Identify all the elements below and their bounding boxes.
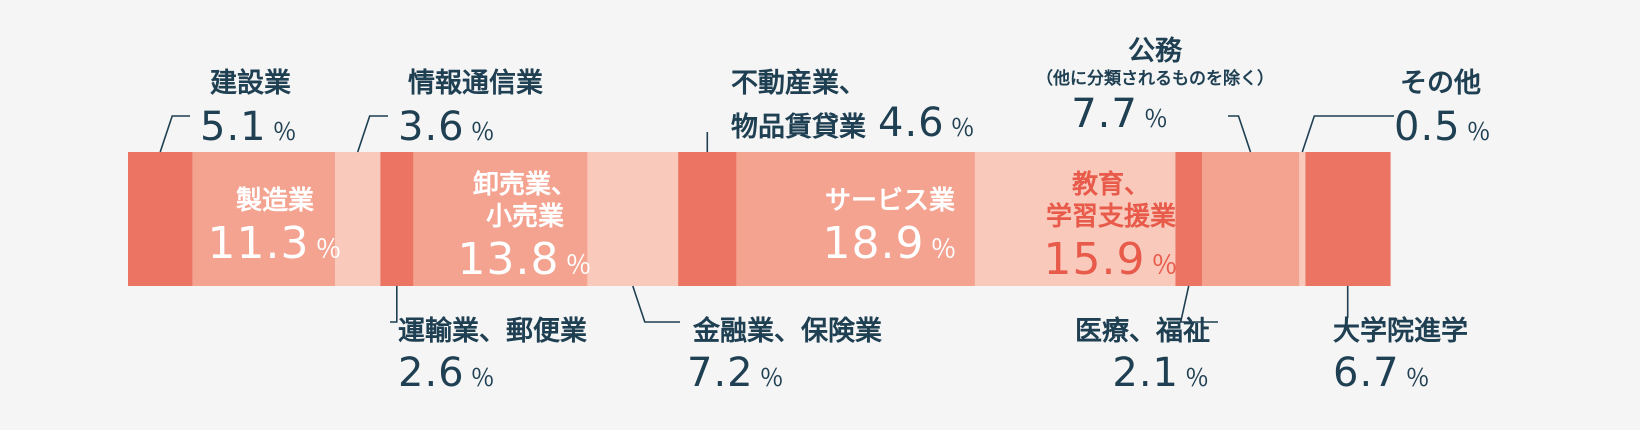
label-sonota-value: 0.5 ％	[1394, 107, 1492, 147]
bar-segment-7	[736, 152, 976, 286]
bar-segment-0	[128, 152, 193, 286]
value-text: 2.1	[1112, 350, 1179, 396]
label-service: サービス業 18.9 ％	[800, 188, 980, 266]
label-seizou: 製造業 11.3 ％	[200, 188, 350, 266]
label-seizou-value: 11.3 ％	[200, 222, 350, 266]
unit: ％	[1151, 251, 1179, 281]
label-kensetsu-name: 建設業	[210, 68, 291, 99]
unit: ％	[759, 364, 785, 392]
value-text: 6.7	[1333, 350, 1400, 396]
value-text: 11.3	[207, 218, 310, 269]
label-daigakuin-name: 大学院進学	[1333, 316, 1468, 347]
value-text: 13.8	[457, 234, 560, 285]
unit: ％	[1466, 118, 1492, 146]
label-unyu-name: 運輸業、郵便業	[398, 316, 587, 347]
leader-line-2	[356, 115, 388, 153]
bar-segment-4	[413, 152, 588, 286]
bar-segment-11	[1299, 152, 1307, 286]
label-iryou-name: 医療、福祉	[1075, 316, 1210, 347]
leader-line-9	[1179, 285, 1218, 323]
value-text: 3.6	[398, 104, 465, 150]
unit: ％	[565, 251, 593, 281]
label-koumu-name: 公務	[1128, 36, 1182, 67]
unit: ％	[470, 364, 496, 392]
unit: ％	[930, 235, 958, 265]
value-text: 7.2	[687, 350, 754, 396]
label-oroshi-value: 13.8 ％	[440, 238, 610, 282]
leader-line-3	[390, 286, 398, 323]
label-daigakuin: 大学院進学 6.7 ％	[1333, 318, 1468, 393]
label-kyouiku: 教育、 学習支援業 15.9 ％	[1016, 172, 1206, 282]
label-oroshi: 卸売業、 小売業 13.8 ％	[440, 172, 610, 282]
leader-line-0	[159, 115, 190, 153]
bar-segment-5	[587, 152, 679, 286]
label-oroshi-name-1: 卸売業、	[472, 170, 577, 200]
unit: ％	[1185, 364, 1210, 392]
bar-segment-1	[192, 152, 336, 286]
label-unyu-value: 2.6 ％	[398, 353, 587, 393]
unit: ％	[1405, 364, 1431, 392]
label-service-value: 18.9 ％	[800, 222, 980, 266]
label-kensetsu-value: 5.1 ％	[200, 107, 298, 147]
label-kinyu-name: 金融業、保険業	[693, 316, 882, 347]
unit: ％	[950, 114, 976, 142]
label-sonota: その他 0.5 ％	[1394, 68, 1492, 147]
unit: ％	[315, 235, 343, 265]
value-text: 4.6	[878, 100, 945, 146]
label-kyouiku-name-1: 教育、	[1071, 170, 1150, 200]
label-kensetsu: 建設業 5.1 ％	[200, 68, 298, 147]
label-fudousan-name-1: 不動産業、	[731, 68, 866, 99]
label-kyouiku-value: 15.9 ％	[1016, 238, 1206, 282]
unit: ％	[272, 118, 298, 146]
bar-segment-9	[1175, 152, 1203, 286]
label-sonota-name: その他	[1400, 68, 1481, 99]
label-fudousan-name-2: 物品賃貸業	[731, 112, 866, 143]
label-service-name: サービス業	[824, 186, 955, 216]
label-koumu-value: 7.7 ％	[960, 94, 1280, 134]
label-daigakuin-value: 6.7 ％	[1333, 353, 1468, 393]
bar-segment-8	[974, 152, 1177, 286]
leader-line-10	[1228, 115, 1252, 153]
label-fudousan-row: 物品賃貸業 4.6 ％	[731, 103, 976, 143]
bar-segment-3	[380, 152, 414, 286]
bar-segment-12	[1305, 152, 1391, 286]
label-oroshi-name-2: 小売業	[485, 202, 564, 232]
value-text: 2.6	[398, 350, 465, 396]
value-text: 5.1	[200, 104, 267, 150]
bar-segment-10	[1201, 152, 1300, 286]
bar-segment-6	[678, 152, 737, 286]
label-jouhou: 情報通信業 3.6 ％	[398, 68, 543, 147]
value-text: 18.9	[822, 218, 925, 269]
value-text: 15.9	[1043, 234, 1146, 285]
label-seizou-name: 製造業	[235, 186, 314, 216]
label-iryou: 医療、福祉 2.1 ％	[1060, 318, 1210, 393]
label-jouhou-name: 情報通信業	[408, 68, 543, 99]
value-text: 0.5	[1394, 104, 1461, 150]
unit: ％	[470, 118, 496, 146]
label-iryou-value: 2.1 ％	[1060, 353, 1210, 393]
leader-line-5	[632, 285, 680, 323]
unit: ％	[1143, 105, 1169, 133]
label-unyu: 運輸業、郵便業 2.6 ％	[398, 318, 587, 393]
label-fudousan-value: 4.6 ％	[878, 103, 976, 143]
label-koumu-sub: （他に分類されるものを除く）	[1036, 69, 1274, 89]
value-text: 7.7	[1071, 91, 1138, 137]
label-fudousan: 不動産業、 物品賃貸業 4.6 ％	[731, 70, 976, 143]
label-koumu: 公務 （他に分類されるものを除く） 7.7 ％	[1030, 38, 1280, 134]
label-kinyu: 金融業、保険業 7.2 ％	[687, 316, 882, 393]
leader-line-11	[1301, 115, 1394, 153]
label-jouhou-value: 3.6 ％	[398, 107, 543, 147]
bar-segment-2	[334, 152, 381, 286]
label-kinyu-value: 7.2 ％	[687, 353, 882, 393]
label-kyouiku-name-2: 学習支援業	[1045, 202, 1176, 232]
